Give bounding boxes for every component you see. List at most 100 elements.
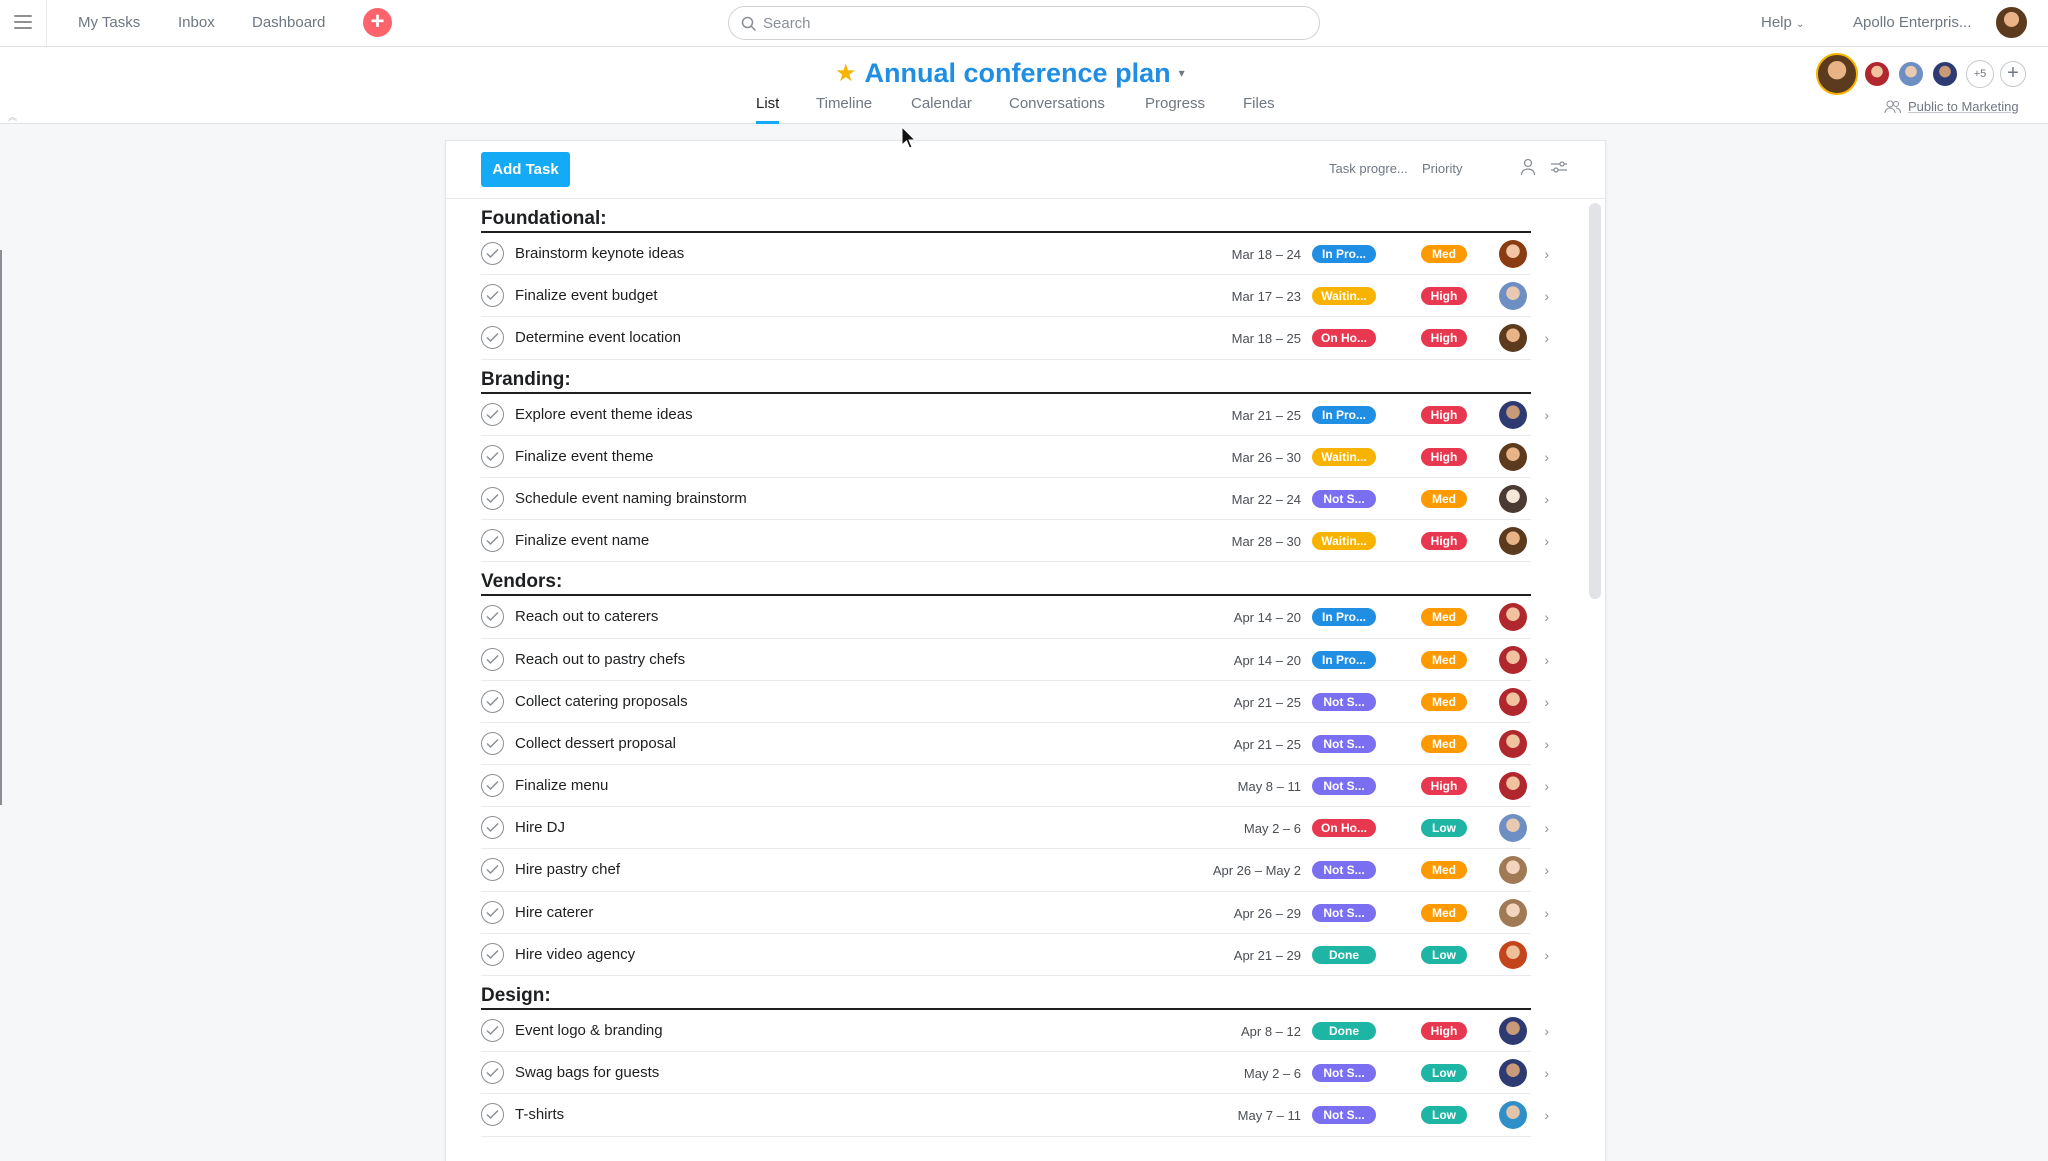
chevron-right-icon[interactable]: › [1544,693,1549,710]
org-switcher[interactable]: Apollo Enterpris... [1853,14,1972,31]
complete-checkbox[interactable] [481,1103,504,1127]
complete-checkbox[interactable] [481,900,504,924]
task-name[interactable]: Reach out to pastry chefs [515,650,686,668]
star-icon[interactable]: ★ [835,59,857,87]
more-members-badge[interactable]: +5 [1966,60,1994,88]
task-name[interactable]: Finalize event budget [515,287,658,305]
status-badge[interactable]: Done [1312,1022,1376,1040]
task-name[interactable]: Finalize event theme [515,447,654,465]
status-badge[interactable]: Not S... [1312,1106,1376,1125]
status-badge[interactable]: Not S... [1312,489,1376,508]
task-row[interactable]: Hire caterer Apr 26 – 29 Not S... Med › [481,892,1549,934]
assignee-avatar[interactable] [1499,687,1527,716]
member-avatar[interactable] [1816,53,1858,95]
status-badge[interactable]: Not S... [1312,903,1376,922]
status-badge[interactable]: In Pro... [1312,650,1376,669]
search-input[interactable] [763,13,1303,33]
column-header-priority[interactable]: Priority [1422,161,1463,176]
task-row[interactable]: Finalize menu May 8 – 11 Not S... High › [481,765,1549,808]
complete-checkbox[interactable] [481,731,504,755]
task-row[interactable]: Finalize event budget Mar 17 – 23 Waitin..… [481,275,1549,318]
complete-checkbox[interactable] [481,647,504,671]
assignee-avatar[interactable] [1499,940,1527,969]
priority-badge[interactable]: Low [1421,1064,1467,1083]
task-row[interactable]: Reach out to pastry chefs Apr 14 – 20 In P… [481,639,1549,681]
task-due-date[interactable]: May 7 – 11 [1237,1108,1301,1124]
assignee-avatar[interactable] [1499,1059,1527,1088]
chevron-right-icon[interactable]: › [1544,735,1549,752]
help-menu[interactable]: Help ⌄ [1761,14,1804,31]
assignee-avatar[interactable] [1499,400,1527,429]
task-name[interactable]: Hire DJ [515,819,566,837]
complete-checkbox[interactable] [481,816,504,840]
status-badge[interactable]: Waitin... [1312,447,1376,466]
task-due-date[interactable]: Mar 18 – 25 [1231,331,1301,347]
task-name[interactable]: Hire pastry chef [515,861,621,879]
assignee-avatar[interactable] [1499,1101,1527,1130]
chevron-right-icon[interactable]: › [1544,946,1549,963]
complete-checkbox[interactable] [481,529,504,553]
task-row[interactable]: Hire pastry chef Apr 26 – May 2 Not S... Me… [481,849,1549,892]
chevron-right-icon[interactable]: › [1544,651,1549,668]
priority-badge[interactable]: Low [1421,945,1467,964]
status-badge[interactable]: Not S... [1312,692,1376,711]
status-badge[interactable]: Not S... [1312,777,1376,796]
complete-checkbox[interactable] [481,858,504,882]
assignee-avatar[interactable] [1499,898,1527,927]
task-name[interactable]: T-shirts [515,1106,565,1124]
task-row[interactable]: Brainstorm keynote ideas Mar 18 – 24 In Pr… [481,233,1549,276]
section-header[interactable]: Branding: [481,360,1531,394]
chevron-right-icon[interactable]: › [1544,609,1549,626]
search-box[interactable] [728,6,1320,40]
priority-badge[interactable]: Med [1421,861,1467,880]
complete-checkbox[interactable] [481,284,504,308]
task-row[interactable]: T-shirts May 7 – 11 Not S... Low › [481,1094,1549,1137]
task-due-date[interactable]: Apr 21 – 25 [1233,736,1301,752]
task-row[interactable]: Reach out to caterers Apr 14 – 20 In Pro..… [481,596,1549,639]
task-due-date[interactable]: Mar 17 – 23 [1231,289,1301,305]
assignee-avatar[interactable] [1499,729,1527,758]
task-due-date[interactable]: Apr 26 – 29 [1233,905,1301,921]
chevron-right-icon[interactable]: › [1544,288,1549,305]
assignee-avatar[interactable] [1499,1017,1527,1045]
priority-badge[interactable]: Low [1421,819,1467,838]
task-row[interactable]: Collect catering proposals Apr 21 – 25 Not… [481,681,1549,723]
complete-checkbox[interactable] [481,605,504,629]
section-header[interactable]: Design: [481,976,1531,1010]
status-badge[interactable]: On Ho... [1312,819,1376,838]
status-badge[interactable]: Waitin... [1312,532,1376,551]
section-header[interactable]: Vendors: [481,562,1531,597]
priority-badge[interactable]: Low [1421,1106,1467,1125]
chevron-right-icon[interactable]: › [1544,448,1549,465]
task-due-date[interactable]: Apr 8 – 12 [1241,1024,1301,1039]
priority-badge[interactable]: Med [1421,650,1467,669]
task-name[interactable]: Finalize menu [515,777,609,795]
visibility-link[interactable]: Public to Marketing [1884,99,2019,114]
assignee-avatar[interactable] [1499,442,1527,471]
task-row[interactable]: Swag bags for guests May 2 – 6 Not S... Low… [481,1052,1549,1095]
task-due-date[interactable]: May 2 – 6 [1243,1066,1301,1082]
section-header[interactable]: Foundational: [481,199,1531,233]
task-name[interactable]: Explore event theme ideas [515,405,693,423]
user-avatar[interactable] [1994,5,2029,40]
task-name[interactable]: Determine event location [515,329,681,347]
complete-checkbox[interactable] [481,444,504,468]
priority-badge[interactable]: High [1421,329,1467,348]
assignee-avatar[interactable] [1499,603,1527,632]
task-due-date[interactable]: Apr 14 – 20 [1233,652,1301,668]
priority-badge[interactable]: Med [1421,903,1467,922]
complete-checkbox[interactable] [481,402,504,426]
column-header-task-progress[interactable]: Task progre... [1329,161,1408,176]
nav-my-tasks[interactable]: My Tasks [78,14,141,31]
task-row[interactable]: Determine event location Mar 18 – 25 On Ho… [481,317,1549,360]
tab-timeline[interactable]: Timeline [816,95,873,112]
task-row[interactable]: Explore event theme ideas Mar 21 – 25 In P… [481,394,1549,436]
task-name[interactable]: Hire caterer [515,903,594,921]
task-row[interactable]: Schedule event naming brainstorm Mar 22 –… [481,478,1549,521]
member-avatar[interactable] [1863,60,1891,88]
assignee-avatar[interactable] [1499,856,1527,885]
task-name[interactable]: Hire video agency [515,945,636,963]
project-title[interactable]: Annual conference plan [864,57,1171,88]
status-badge[interactable]: In Pro... [1312,405,1376,424]
task-due-date[interactable]: Mar 28 – 30 [1231,534,1301,550]
